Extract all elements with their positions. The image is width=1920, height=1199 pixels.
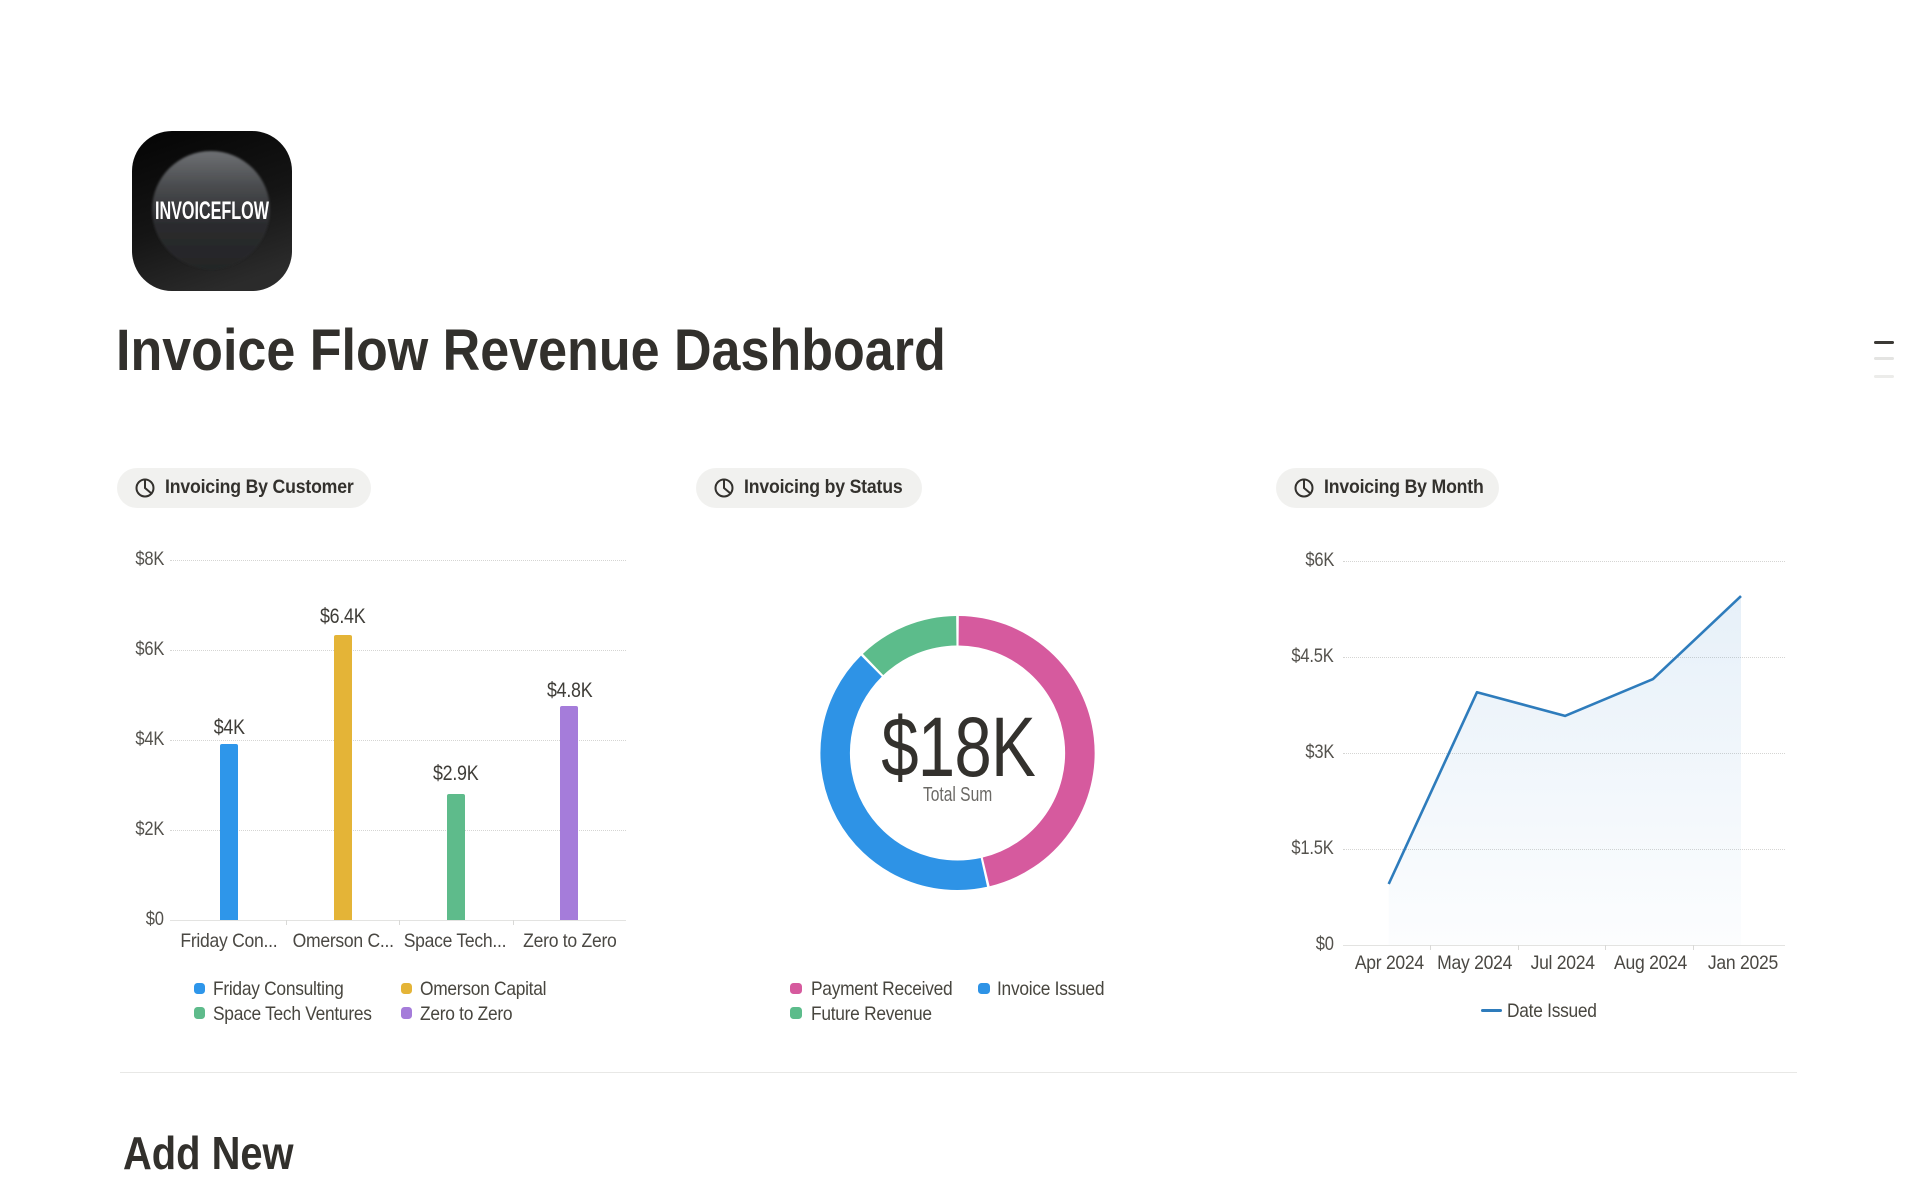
svg-text:INVOICEFLOW: INVOICEFLOW xyxy=(155,197,269,225)
